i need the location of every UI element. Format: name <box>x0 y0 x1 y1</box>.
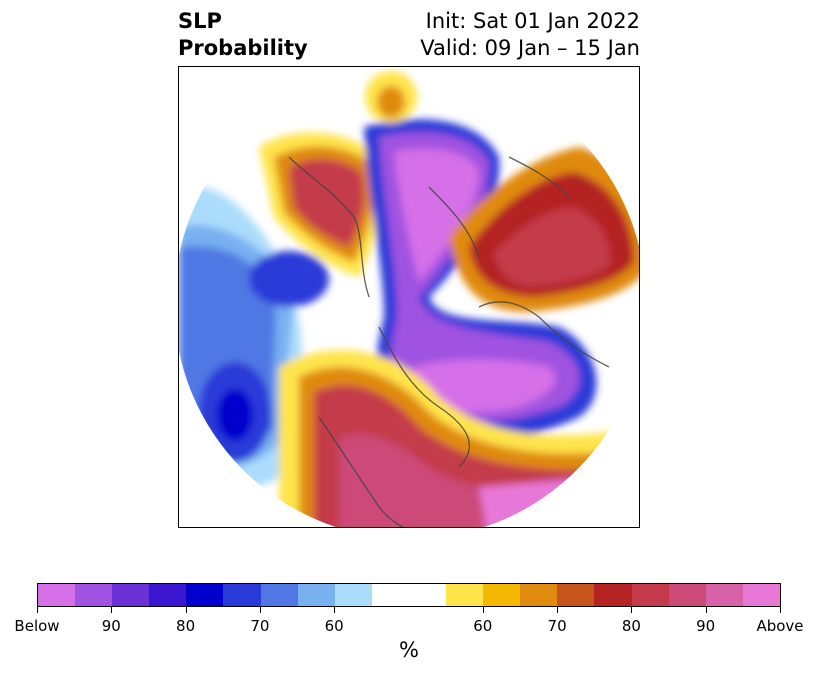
colorbar-tick-label: 60 <box>324 617 344 635</box>
colorbar-tick-label: 70 <box>250 617 270 635</box>
colorbar-tick <box>185 607 187 613</box>
colorbar-segment <box>38 584 76 606</box>
colorbar-segment <box>149 584 187 606</box>
colorbar-segment <box>260 584 298 606</box>
colorbar-segment <box>631 584 669 606</box>
colorbar-tick <box>631 607 633 613</box>
colorbar-tick-label: 90 <box>101 617 121 635</box>
title-type: Probability <box>178 36 308 60</box>
map-dates: Init: Sat 01 Jan 2022 Valid: 09 Jan – 15… <box>420 8 640 62</box>
colorbar-segment <box>705 584 743 606</box>
probability-field <box>179 67 639 527</box>
colorbar-tick-label: Below <box>14 617 60 635</box>
colorbar-segment <box>742 584 780 606</box>
colorbar-tick-label: 80 <box>621 617 641 635</box>
colorbar-segment <box>297 584 335 606</box>
colorbar-tick <box>557 607 559 613</box>
colorbar-tick-label: 60 <box>473 617 493 635</box>
colorbar-segment <box>186 584 224 606</box>
colorbar-tick <box>259 607 261 613</box>
colorbar-tick <box>334 607 336 613</box>
colorbar-tick <box>111 607 113 613</box>
colorbar-segment <box>408 584 447 606</box>
colorbar-unit: % <box>399 638 419 662</box>
colorbar-segment <box>334 584 372 606</box>
colorbar-tick <box>482 607 484 613</box>
polar-map <box>178 66 640 528</box>
coastlines <box>288 156 610 527</box>
colorbar <box>37 583 781 607</box>
pacific-low-core1 <box>249 251 329 307</box>
colorbar-segment <box>594 584 632 606</box>
init-date: Init: Sat 01 Jan 2022 <box>425 9 640 33</box>
title-variable: SLP <box>178 9 222 33</box>
colorbar-tick <box>780 607 781 613</box>
colorbar-segment <box>520 584 558 606</box>
map-title: SLP Probability <box>178 8 308 62</box>
colorbar-tick-label: 80 <box>176 617 196 635</box>
colorbar-tick-label: 90 <box>696 617 716 635</box>
colorbar-tick <box>705 607 707 613</box>
colorbar-segment <box>557 584 595 606</box>
valid-range: Valid: 09 Jan – 15 Jan <box>420 36 640 60</box>
colorbar-segment <box>223 584 261 606</box>
colorbar-segment <box>668 584 706 606</box>
colorbar-tick-label: Above <box>756 617 804 635</box>
colorbar-tick <box>37 607 38 613</box>
colorbar-segment <box>483 584 521 606</box>
colorbar-tick-label: 70 <box>547 617 567 635</box>
colorbar-segment <box>446 584 484 606</box>
colorbar-segment <box>371 584 409 606</box>
colorbar-segment <box>75 584 113 606</box>
colorbar-segment <box>112 584 150 606</box>
